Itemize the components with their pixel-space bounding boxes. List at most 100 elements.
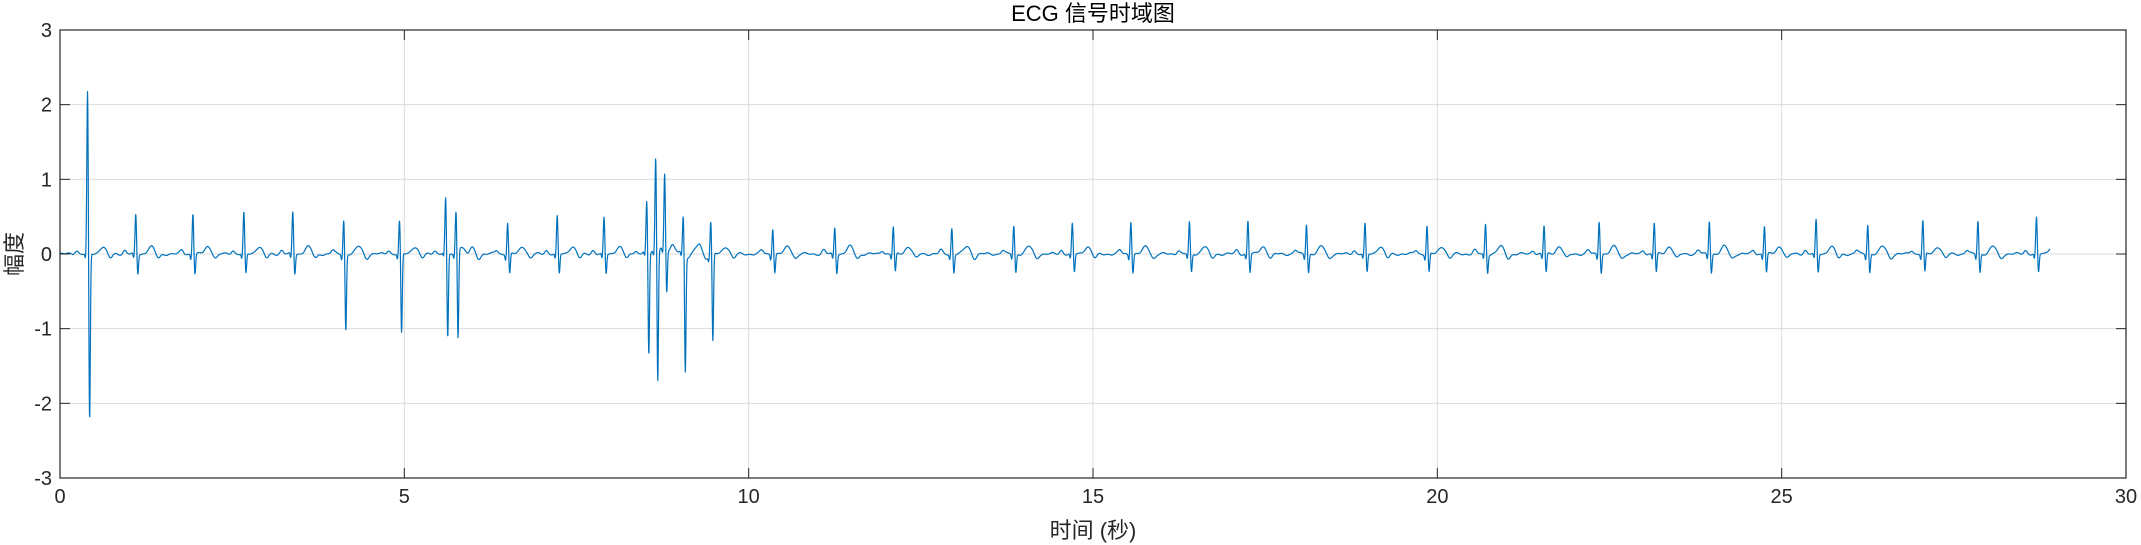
y-tick-label: 3	[41, 20, 52, 42]
s-trough-point	[88, 421, 91, 424]
y-tick-label: -1	[34, 319, 52, 341]
r-peak-point	[1188, 221, 1191, 224]
x-axis-title: 时间 (秒)	[1050, 518, 1137, 543]
r-peak-point	[1976, 219, 1979, 222]
r-peak-point	[1484, 223, 1487, 226]
x-tick-label: 20	[1426, 486, 1448, 508]
r-peak-point	[1763, 224, 1766, 227]
s-trough-point	[1428, 271, 1431, 274]
s-trough-point	[1486, 271, 1489, 274]
s-trough-point	[1014, 271, 1017, 274]
s-trough-point	[711, 341, 714, 344]
s-trough-point	[647, 356, 650, 359]
r-peak-point	[1866, 223, 1869, 226]
y-tick-label: -2	[34, 393, 52, 415]
r-peak-point	[654, 158, 657, 161]
s-trough-point	[835, 271, 838, 274]
x-tick-labels: 0 5 10 15 20 25 30	[54, 486, 2137, 508]
s-trough-point	[1307, 271, 1310, 274]
s-trough-point	[244, 273, 247, 276]
r-peak-point	[603, 217, 606, 220]
y-tick-labels: -3 -2 -1 0 1 2 3	[34, 20, 52, 490]
r-peak-point	[663, 178, 666, 181]
r-peak-point	[1071, 223, 1074, 226]
r-peak-point	[1815, 219, 1818, 222]
r-peak-point	[892, 226, 895, 229]
y-tick-label: 0	[41, 244, 52, 266]
x-tick-label: 15	[1082, 486, 1104, 508]
s-trough-point	[773, 271, 776, 274]
s-trough-point	[136, 273, 139, 276]
r-peak-point	[1012, 224, 1015, 227]
s-trough-point	[1249, 271, 1252, 274]
s-trough-point	[1366, 271, 1369, 274]
x-tick-label: 30	[2115, 486, 2137, 508]
y-tick-label: 2	[41, 95, 52, 117]
s-trough-point	[193, 273, 196, 276]
s-trough-point	[1979, 271, 1982, 274]
s-trough-point	[1545, 271, 1548, 274]
x-tick-label: 10	[738, 486, 760, 508]
x-tick-label: 25	[1771, 486, 1793, 508]
s-trough-point	[446, 338, 449, 341]
y-axis-title: 幅度	[2, 232, 27, 276]
s-trough-point	[2037, 271, 2040, 274]
s-trough-point	[1600, 271, 1603, 274]
s-trough-point	[605, 273, 608, 276]
s-trough-point	[952, 271, 955, 274]
r-peak-point	[1246, 219, 1249, 222]
s-trough-point	[1710, 271, 1713, 274]
r-peak-point	[771, 226, 774, 229]
r-peak-point	[444, 200, 447, 203]
r-peak-point	[1653, 221, 1656, 224]
s-trough-point	[1765, 271, 1768, 274]
s-trough-point	[684, 370, 687, 373]
axes	[59, 29, 2127, 479]
r-peak-point	[86, 90, 89, 93]
s-trough-point	[558, 273, 561, 276]
r-peak-point	[454, 211, 457, 214]
r-peak-point	[291, 211, 294, 214]
r-peak-point	[342, 218, 345, 221]
r-peak-point	[833, 226, 836, 229]
r-peak-point	[1364, 223, 1367, 226]
x-tick-label: 0	[54, 486, 65, 508]
r-peak-point	[242, 211, 245, 214]
r-peak-point	[950, 226, 953, 229]
r-peak-point	[506, 221, 509, 224]
s-trough-point	[1817, 271, 1820, 274]
r-peak-point	[709, 220, 712, 223]
series-layer	[59, 90, 2051, 424]
s-trough-point	[1190, 271, 1193, 274]
s-trough-point	[665, 296, 668, 299]
r-peak-point	[682, 217, 685, 220]
r-peak-point	[1305, 223, 1308, 226]
ecg-series-line	[59, 91, 2051, 418]
s-trough-point	[400, 332, 403, 335]
x-tick-label: 5	[399, 486, 410, 508]
s-trough-point	[344, 329, 347, 332]
s-trough-point	[457, 341, 460, 344]
r-peak-point	[556, 215, 559, 218]
chart-title: ECG 信号时域图	[1011, 1, 1175, 26]
r-peak-point	[1129, 219, 1132, 222]
s-trough-point	[894, 271, 897, 274]
r-peak-point	[1426, 224, 1429, 227]
y-tick-label: -3	[34, 468, 52, 490]
s-trough-point	[656, 383, 659, 386]
r-peak-point	[134, 214, 137, 217]
r-peak-point	[1921, 219, 1924, 222]
r-peak-point	[191, 211, 194, 214]
r-peak-point	[398, 220, 401, 223]
s-trough-point	[1923, 271, 1926, 274]
r-peak-point	[2035, 217, 2038, 220]
s-trough-point	[1073, 271, 1076, 274]
r-peak-point	[1543, 224, 1546, 227]
s-trough-point	[1131, 271, 1134, 274]
s-trough-point	[508, 273, 511, 276]
s-trough-point	[293, 273, 296, 276]
r-peak-point	[645, 202, 648, 205]
y-tick-label: 1	[41, 169, 52, 191]
